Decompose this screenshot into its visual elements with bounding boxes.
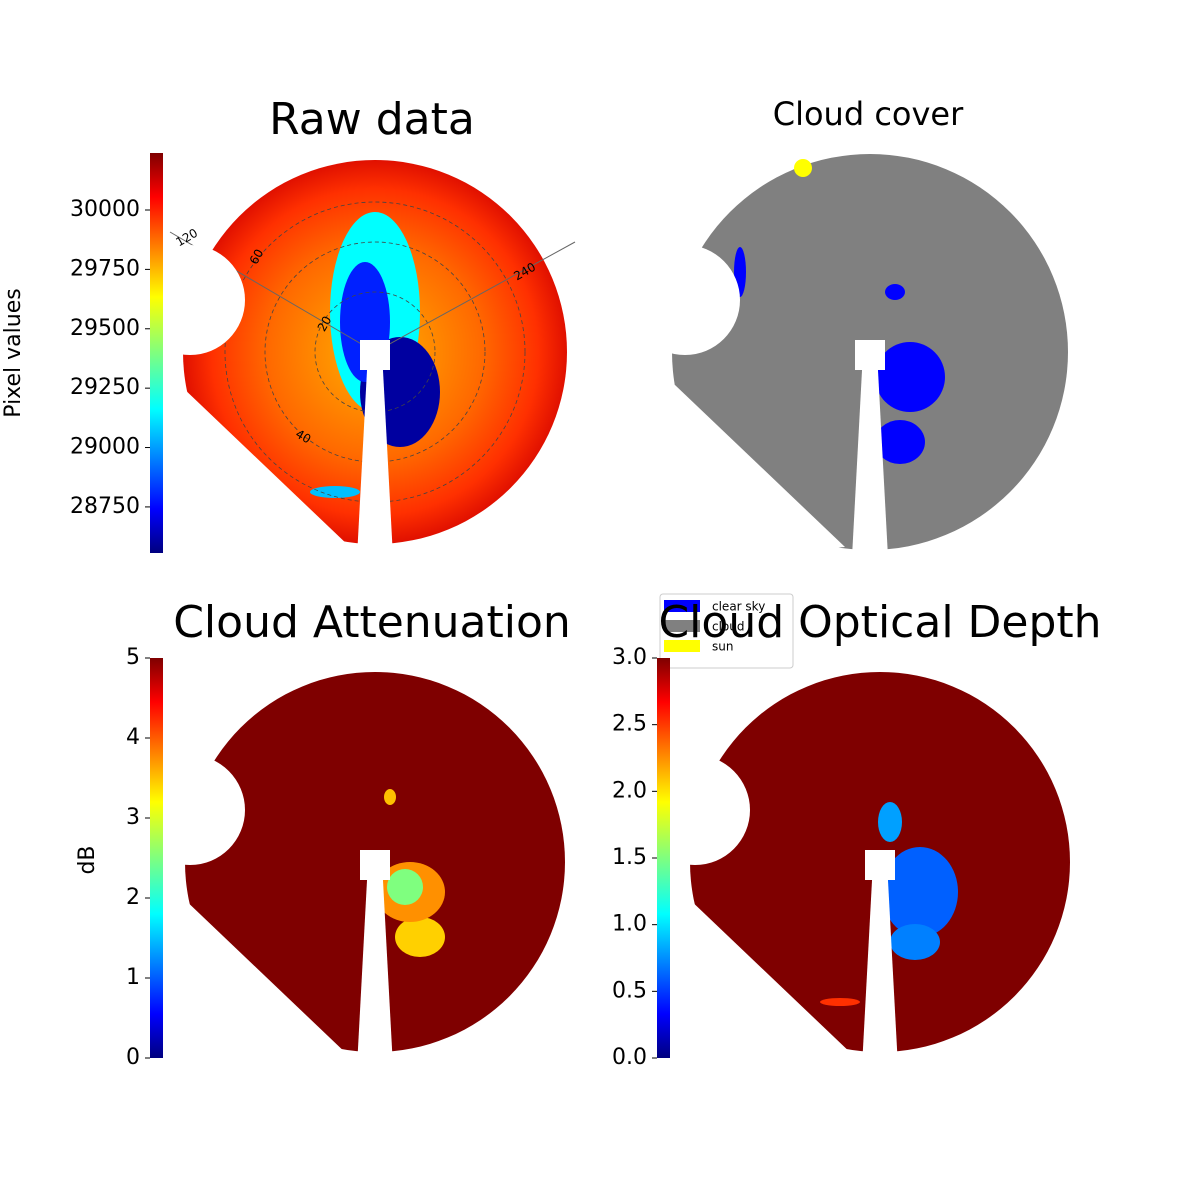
mask xyxy=(640,755,750,865)
tick-label: 0 xyxy=(126,1045,140,1070)
image-region xyxy=(384,789,396,805)
tick-label: 2.0 xyxy=(612,778,647,803)
image-region xyxy=(395,917,445,957)
tick-label: 0.5 xyxy=(612,978,647,1003)
tick-label: 1.5 xyxy=(612,845,647,870)
legend-label: sun xyxy=(712,640,733,654)
colorbar-label: Pixel values xyxy=(1,288,26,417)
legend-swatch xyxy=(664,640,700,652)
panel-title: Cloud Optical Depth xyxy=(658,597,1101,648)
tick-label: 1.0 xyxy=(612,912,647,937)
polar-grid xyxy=(224,201,526,503)
mask xyxy=(862,862,898,1067)
colorbar xyxy=(150,658,163,1058)
tick-label: 3 xyxy=(126,805,140,830)
tick-label: 1 xyxy=(126,965,140,990)
tick-label: 29500 xyxy=(70,316,140,341)
tick-label: 3.0 xyxy=(612,645,647,670)
sun-marker xyxy=(794,159,812,177)
panel-title: Cloud cover xyxy=(773,95,964,133)
mask xyxy=(357,352,393,557)
image-region xyxy=(890,924,940,960)
image-region xyxy=(310,486,360,498)
mask xyxy=(650,895,855,1072)
tick-label: 2 xyxy=(126,885,140,910)
colorbar xyxy=(150,153,163,553)
image-region xyxy=(387,869,423,905)
legend-swatch xyxy=(664,620,700,632)
legend-swatch xyxy=(664,600,700,612)
tick-label: 5 xyxy=(126,645,140,670)
tick-label: 29000 xyxy=(70,435,140,460)
polar-label: 40 xyxy=(293,427,313,447)
mask xyxy=(145,385,350,562)
image-region xyxy=(820,998,860,1006)
mask xyxy=(855,340,885,370)
tick-label: 2.5 xyxy=(612,712,647,737)
mask xyxy=(865,850,895,880)
image-region xyxy=(882,847,958,937)
colorbar-label: dB xyxy=(75,845,100,874)
polar-label: 60 xyxy=(247,247,267,267)
tick-label: 29750 xyxy=(70,256,140,281)
image-region xyxy=(875,342,945,412)
mask xyxy=(630,245,740,355)
tick-label: 29250 xyxy=(70,375,140,400)
polar-axis xyxy=(374,241,576,353)
mask xyxy=(360,850,390,880)
mask xyxy=(357,862,393,1067)
legend-label: cloud xyxy=(712,620,745,634)
mask xyxy=(852,352,888,557)
polar-grid xyxy=(264,241,486,463)
image-region xyxy=(878,802,902,842)
panel-title: Cloud Attenuation xyxy=(173,597,571,648)
image-region xyxy=(875,420,925,464)
panel-title: Raw data xyxy=(269,94,475,145)
tick-label: 30000 xyxy=(70,197,140,222)
tick-label: 28750 xyxy=(70,494,140,519)
colorbar xyxy=(657,658,670,1058)
tick-label: 0.0 xyxy=(612,1045,647,1070)
legend-label: clear sky xyxy=(712,600,765,614)
mask xyxy=(145,895,350,1072)
polar-label: 20 xyxy=(315,314,335,334)
image-region xyxy=(885,284,905,300)
tick-label: 4 xyxy=(126,725,140,750)
mask xyxy=(360,340,390,370)
mask xyxy=(640,385,845,562)
